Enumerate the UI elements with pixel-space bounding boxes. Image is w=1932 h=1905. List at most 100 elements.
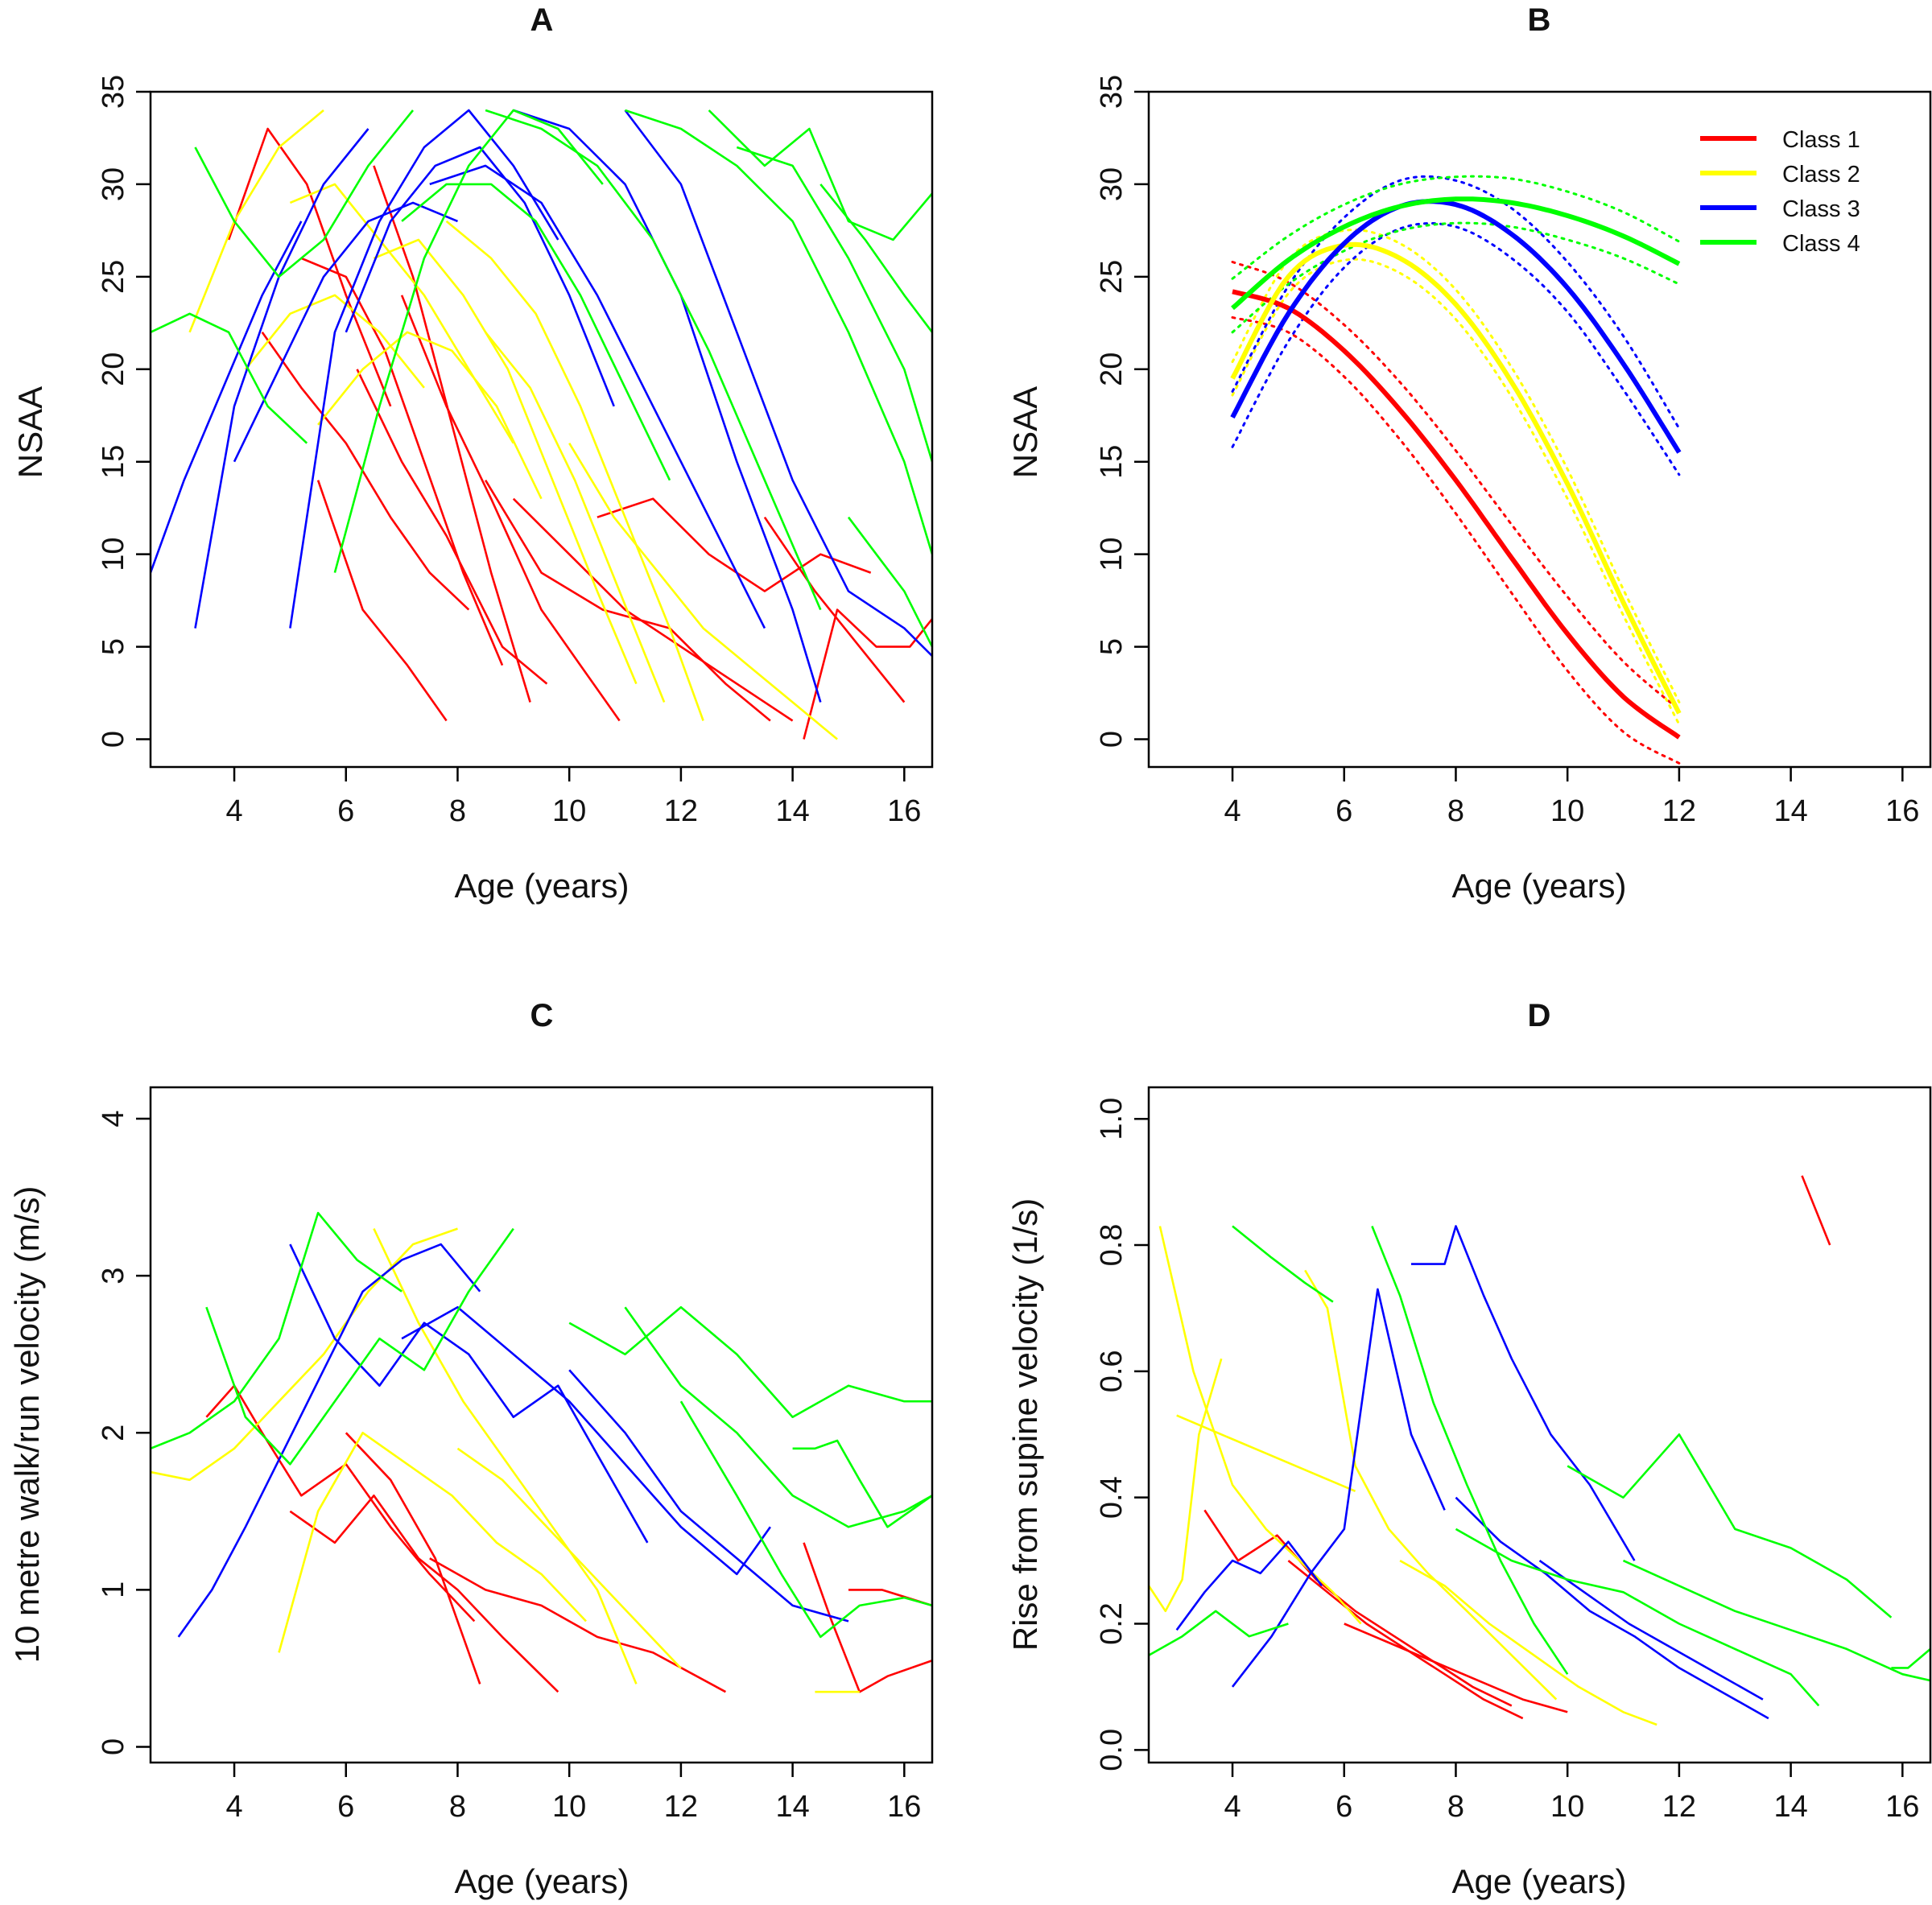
panel-d: D Age (years) Rise from supine velocity …: [1006, 998, 1932, 1900]
x-tick-label: 6: [1335, 794, 1352, 828]
panel-a-trajectory-class-3: [345, 146, 615, 407]
panel-a-trajectory-class-4: [847, 516, 932, 648]
panel-a-trajectory-class-2: [188, 109, 324, 333]
panel-a-trajectory-class-1: [763, 516, 906, 703]
panel-a-plot-area: [151, 109, 932, 740]
panel-d-trajectory-class-2: [1176, 1414, 1356, 1492]
panel-a-trajectory-class-4: [151, 312, 308, 444]
panel-b-class-4-upper-ci: [1231, 175, 1681, 280]
panel-b-class-1-curve: [1232, 289, 1681, 740]
panel-b-y-label: NSAA: [1006, 386, 1044, 478]
legend-label-class-4: Class 4: [1782, 231, 1860, 257]
legend-label-class-3: Class 3: [1782, 196, 1860, 222]
y-tick-label: 20: [97, 353, 130, 386]
panel-d-trajectory-class-2: [1399, 1559, 1657, 1726]
panel-a-trajectory-class-2: [568, 443, 838, 740]
panel-b-class-1-lower-ci: [1231, 315, 1681, 765]
panel-c-trajectory-class-2: [373, 1228, 638, 1684]
y-tick-label: 35: [1095, 75, 1129, 109]
y-tick-label: 0: [1095, 731, 1129, 748]
panel-d-trajectory-class-2: [1304, 1269, 1558, 1701]
panel-a-trajectory-class-1: [261, 332, 470, 611]
panel-a-trajectory-class-1: [356, 369, 548, 685]
panel-d-trajectory-class-1: [1203, 1509, 1513, 1707]
panel-a-trajectory-class-1: [227, 127, 392, 407]
panel-a-trajectory-class-4: [708, 109, 932, 241]
x-tick-label: 12: [664, 1790, 698, 1824]
panel-d-trajectory-class-4: [1149, 1610, 1289, 1656]
panel-b-y-axis: 0 5 10 15 20 25 30 35: [1095, 75, 1149, 748]
panel-d-trajectory-class-1: [1344, 1623, 1568, 1713]
panel-b-class-3-lower-ci: [1231, 222, 1681, 476]
panel-c-trajectory-class-1: [803, 1542, 932, 1693]
y-tick-label: 0.4: [1095, 1476, 1129, 1519]
panel-a-trajectory-class-3: [624, 109, 932, 658]
panel-d-title: D: [1528, 998, 1551, 1033]
panel-b-class-4-curve: [1231, 196, 1681, 311]
panel-b-x-axis: 4 6 8 10 12 14 16: [1224, 767, 1919, 828]
panel-c-trajectory-class-3: [289, 1243, 649, 1544]
panel-c-trajectory-class-2: [278, 1432, 587, 1653]
panel-a-trajectory-class-2: [445, 220, 704, 721]
panel-b-class-2-upper-ci: [1231, 229, 1681, 703]
panel-a-trajectory-class-4: [333, 109, 604, 573]
x-tick-label: 8: [449, 794, 466, 828]
panel-b-class-4-lower-ci: [1231, 221, 1681, 334]
x-tick-label: 4: [225, 1790, 242, 1824]
panel-d-y-axis: 0.0 0.2 0.4 0.6 0.8 1.0: [1095, 1098, 1149, 1771]
y-tick-label: 0.0: [1095, 1729, 1129, 1771]
panel-c-trajectory-class-1: [345, 1432, 481, 1684]
y-tick-label: 35: [97, 75, 130, 109]
panel-c-trajectory-class-4: [568, 1305, 932, 1418]
x-tick-label: 16: [887, 794, 921, 828]
x-tick-label: 10: [1550, 1790, 1584, 1824]
panel-a-trajectory-class-1: [373, 165, 531, 703]
panel-a-trajectory-class-1: [597, 497, 872, 592]
panel-a-title: A: [530, 2, 554, 38]
panel-b-class-1-upper-ci: [1231, 261, 1681, 711]
panel-c-trajectory-class-4: [792, 1439, 932, 1528]
panel-d-trajectory-class-4: [1455, 1528, 1820, 1707]
panel-a-x-label: Age (years): [454, 867, 629, 905]
panel-a-trajectory-class-3: [289, 109, 559, 629]
y-tick-label: 4: [97, 1110, 130, 1127]
panel-c-trajectory-class-4: [624, 1306, 932, 1528]
panel-c-y-label: 10 metre walk/run velocity (m/s): [8, 1186, 46, 1664]
y-tick-label: 2: [97, 1425, 130, 1441]
panel-a-x-axis: 4 6 8 10 12 14 16: [225, 767, 921, 828]
y-tick-label: 5: [97, 638, 130, 655]
panel-c-trajectory-class-4: [151, 1211, 402, 1450]
x-tick-label: 8: [1447, 794, 1464, 828]
panel-a-trajectory-class-3: [429, 164, 766, 629]
panel-b-x-label: Age (years): [1451, 867, 1626, 905]
x-tick-label: 6: [337, 794, 354, 828]
panel-a-trajectory-class-4: [625, 109, 932, 555]
panel-a-trajectory-class-2: [244, 294, 425, 389]
x-tick-label: 4: [1224, 1790, 1241, 1824]
panel-b: B Age (years) NSAA Class 1 Class 2 Class 3…: [1006, 2, 1932, 905]
x-tick-label: 12: [1662, 1790, 1696, 1824]
panel-a-frame: [149, 90, 934, 769]
panel-c-trajectory-class-3: [177, 1243, 481, 1638]
y-tick-label: 15: [97, 445, 130, 479]
panel-b-plot-area: [1230, 175, 1682, 765]
y-tick-label: 0.2: [1095, 1602, 1129, 1645]
y-tick-label: 15: [1095, 445, 1129, 479]
x-tick-label: 14: [775, 1790, 809, 1824]
panel-a-trajectory-class-3: [513, 109, 822, 703]
y-tick-label: 30: [1095, 167, 1129, 201]
panel-a-trajectory-class-1: [316, 480, 448, 722]
panel-c-x-axis: 4 6 8 10 12 14 16: [225, 1763, 921, 1824]
panel-a-trajectory-class-1: [803, 608, 932, 740]
panel-a-trajectory-class-4: [194, 109, 415, 278]
panel-a: A Age (years) NSAA 4 6 8 10 12 14 16 0 5 10 15 20 25…: [11, 2, 934, 905]
panel-c-y-axis: 0 1 2 3 4: [97, 1110, 151, 1755]
panel-a-trajectory-class-2: [373, 238, 638, 685]
x-tick-label: 10: [552, 794, 586, 828]
panel-a-y-axis: 0 5 10 15 20 25 30 35: [97, 75, 151, 748]
panel-a-trajectory-class-2: [485, 331, 666, 703]
y-tick-label: 20: [1095, 353, 1129, 386]
panel-b-class-2-lower-ci: [1231, 258, 1681, 726]
x-tick-label: 16: [1885, 794, 1919, 828]
panel-a-trajectory-class-1: [300, 257, 504, 666]
